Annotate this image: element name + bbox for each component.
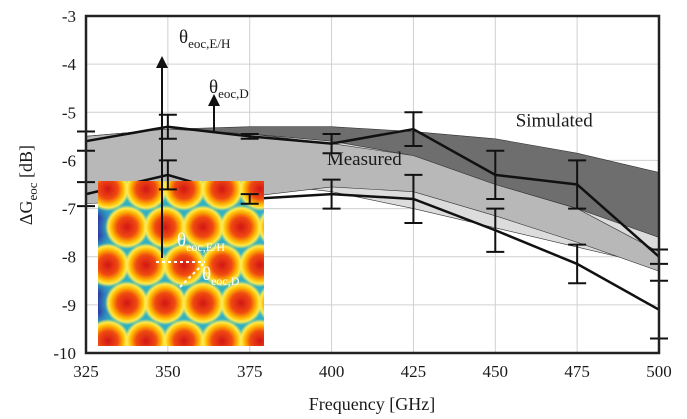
x-tick-label: 375: [237, 362, 263, 381]
inset-hotspot: [98, 181, 130, 211]
inset-hotspot: [124, 243, 168, 287]
inset-hotspot: [143, 281, 187, 325]
y-tick-label: -4: [62, 55, 77, 74]
inset-hotspot: [162, 319, 206, 346]
series-line-1: [85, 173, 660, 311]
x-tick-label: 400: [319, 362, 345, 381]
y-tick-label: -6: [62, 151, 76, 170]
x-tick-label: 350: [155, 362, 181, 381]
theta-eh-label: θeoc,E/H: [179, 27, 230, 51]
inset-hotspot: [200, 319, 244, 346]
inset-hotspot: [98, 319, 130, 346]
y-tick-label: -5: [62, 103, 76, 122]
annotation-measured: Measured: [327, 149, 402, 170]
inset-hotspot: [181, 205, 225, 249]
inset-theta-eh: θeoc,E/H: [177, 230, 225, 254]
inset-hotspot: [143, 205, 187, 249]
inset-hotspot: [257, 210, 264, 244]
x-tick-label: 500: [646, 362, 672, 381]
theta-d-label: θeoc,D: [209, 77, 249, 101]
y-tick-label: -7: [62, 200, 77, 219]
tick-labels: 325 350 375 400 425 450 475 500 -3 -4 -5 -6 -7 -8 -9 -1…: [53, 7, 671, 381]
band-annotations: Simulated Measured: [327, 111, 593, 171]
inset-hotspot: [257, 286, 264, 320]
annotation-simulated: Simulated: [516, 111, 594, 132]
inset-hotspot: [162, 243, 206, 287]
inset-hotspot: [238, 243, 264, 287]
x-axis-label: Frequency [GHz]: [309, 394, 435, 414]
x-tick-label: 475: [564, 362, 590, 381]
inset-theta-d: θeoc,D: [202, 264, 240, 288]
inset-hotspot: [219, 205, 263, 249]
inset-hotspot: [200, 243, 244, 287]
inset-hotspot: [124, 319, 168, 346]
inset-hotspot: [181, 281, 225, 325]
y-tick-label: -10: [53, 344, 76, 363]
series-lines: [85, 125, 660, 311]
inset-hotspot: [200, 181, 244, 211]
inset-hotspot: [105, 205, 149, 249]
y-tick-label: -8: [62, 248, 76, 267]
y-axis-label: ΔGeoc [dB]: [16, 145, 40, 225]
x-tick-label: 425: [401, 362, 427, 381]
inset-hotspot: [105, 281, 149, 325]
inset-hotspot: [98, 243, 130, 287]
plot-frame: [84, 14, 661, 355]
inset-hotspot: [219, 281, 263, 325]
x-tick-label: 450: [483, 362, 509, 381]
inset-hotspot: [124, 181, 168, 211]
inset-hotspot: [238, 319, 264, 346]
x-tick-label: 325: [73, 362, 99, 381]
y-tick-label: -9: [62, 296, 76, 315]
y-tick-label: -3: [62, 7, 76, 26]
series-line-0: [85, 125, 660, 258]
